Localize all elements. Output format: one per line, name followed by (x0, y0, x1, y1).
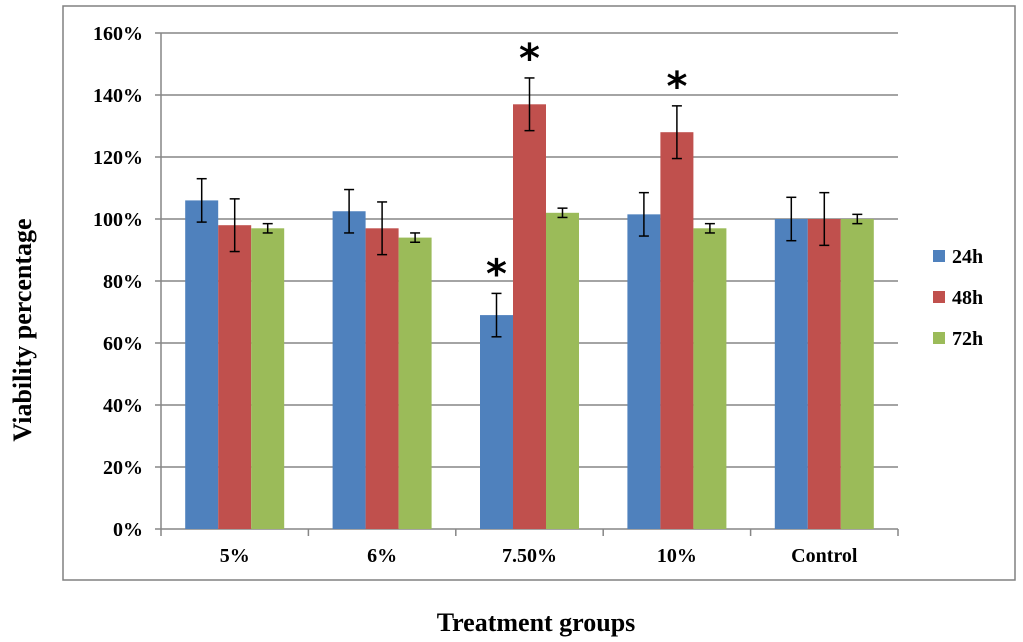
bar (185, 200, 219, 529)
y-tick-label: 40% (103, 395, 143, 417)
x-tick-label: 6% (367, 545, 397, 567)
y-tick-label: 120% (93, 147, 143, 169)
legend-swatch (933, 332, 945, 344)
bar (480, 315, 513, 529)
x-axis-title: Treatment groups (437, 608, 636, 637)
y-tick-label: 100% (93, 209, 143, 231)
x-tick-label: 10% (657, 545, 697, 567)
bars (185, 104, 874, 530)
legend-swatch (933, 250, 945, 262)
bar (251, 228, 285, 530)
error-bars (196, 77, 863, 338)
bar (218, 225, 252, 529)
legend-swatch (933, 291, 945, 303)
y-tick-label: 0% (113, 519, 143, 541)
bar (660, 132, 694, 529)
significance-marker: * (519, 36, 540, 82)
y-tick-label: 60% (103, 333, 143, 355)
x-tick-label: 5% (220, 545, 250, 567)
legend-label: 72h (952, 328, 983, 350)
bar (332, 211, 366, 529)
legend-label: 24h (952, 246, 983, 268)
bar (627, 214, 661, 529)
x-tick-labels: 5% 6% 7.50% 10% Control (220, 545, 858, 567)
significance-marker: * (666, 64, 687, 110)
bar (840, 219, 874, 529)
significance-markers: * * * (486, 36, 687, 297)
bar (513, 104, 546, 530)
y-tick-label: 80% (103, 271, 143, 293)
significance-marker: * (486, 251, 507, 297)
y-tick-label: 160% (93, 23, 143, 45)
legend: 24h 48h 72h (933, 246, 983, 350)
y-tick-label: 20% (103, 457, 143, 479)
bar (774, 219, 808, 529)
bar (365, 228, 399, 530)
x-tick-label: 7.50% (502, 545, 557, 567)
y-tick-label: 140% (93, 85, 143, 107)
bar (807, 219, 841, 529)
bar (693, 228, 727, 530)
x-tick-label: Control (791, 545, 858, 567)
bar (546, 212, 579, 530)
y-tick-labels: 0% 20% 40% 60% 80% 100% 120% 140% 160% (93, 23, 143, 541)
legend-label: 48h (952, 287, 983, 309)
bar (398, 237, 432, 529)
y-axis-title: Viability percentage (8, 218, 37, 441)
